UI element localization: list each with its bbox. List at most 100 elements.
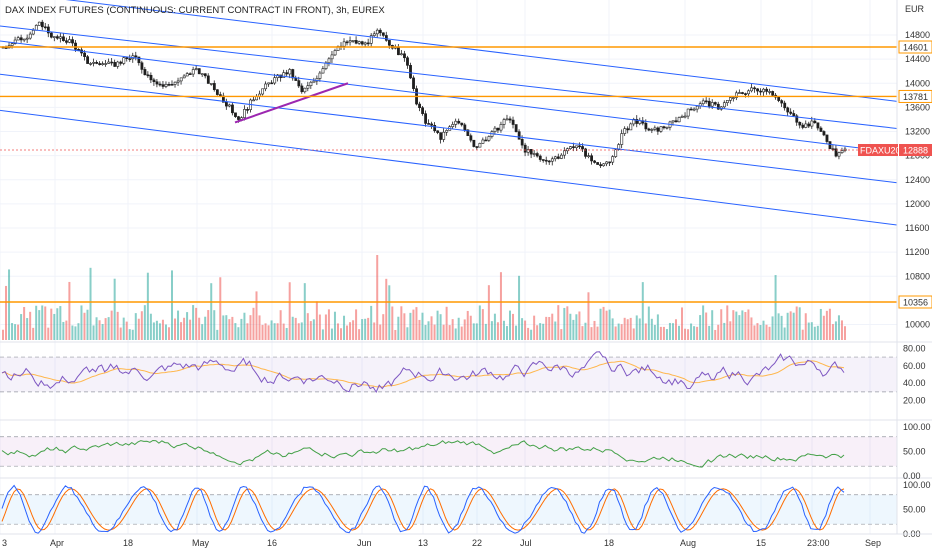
volume-bar <box>74 326 77 340</box>
volume-bar <box>439 314 442 340</box>
volume-bar <box>762 320 765 340</box>
volume-bar <box>249 315 252 340</box>
candle-body <box>22 38 26 41</box>
price-tick-label: 12400 <box>905 175 930 185</box>
volume-bar <box>234 323 237 340</box>
candle-body <box>747 90 750 95</box>
price-candles <box>1 19 847 168</box>
volume-bar <box>566 306 569 340</box>
candle-body <box>487 136 491 141</box>
volume-bar <box>279 310 282 340</box>
volume-bar <box>524 320 527 340</box>
volume-bar <box>14 324 17 340</box>
volume-bar <box>219 277 222 340</box>
volume-bar <box>409 312 412 340</box>
candle-body <box>246 109 249 111</box>
time-tick-label: 18 <box>123 538 133 548</box>
volume-bar <box>445 306 448 340</box>
candle-body <box>735 92 738 98</box>
rsi-line <box>1 351 845 394</box>
volume-bar <box>650 318 653 340</box>
volume-bar <box>687 329 690 340</box>
volume-bar <box>735 311 738 340</box>
candle-body <box>161 84 165 87</box>
candle-body <box>351 40 355 42</box>
volume-bar <box>789 311 792 340</box>
volume-bar <box>146 272 149 340</box>
indicator-band <box>0 494 897 525</box>
volume-bar <box>59 306 62 340</box>
volume-bar <box>843 326 846 340</box>
candle-body <box>665 126 669 129</box>
candle-body <box>502 119 506 125</box>
volume-bar <box>542 323 545 340</box>
volume-bar <box>370 305 373 340</box>
volume-bar <box>596 326 599 340</box>
candle-body <box>831 148 835 151</box>
candle-body <box>484 139 488 142</box>
volume-bar <box>267 325 270 340</box>
volume-bar <box>563 307 566 340</box>
volume-bar <box>300 322 303 340</box>
time-axis[interactable]: 3 Apr 18 May 16 Jun 13 22 Jul 18 Aug 15 23:00 Sep <box>2 538 881 548</box>
volume-bar <box>699 315 702 340</box>
indicator-tick-label: 0.00 <box>903 471 921 481</box>
candle-body <box>466 129 470 136</box>
candle-body <box>31 30 35 35</box>
volume-bar <box>143 305 146 340</box>
candle-body <box>454 120 458 125</box>
volume-bar <box>653 324 656 340</box>
candle-body <box>605 161 609 165</box>
volume-bar <box>674 319 677 340</box>
volume-bar <box>80 305 83 340</box>
volume-bar <box>134 313 137 340</box>
candle-body <box>629 123 633 131</box>
candle-body <box>514 124 518 132</box>
candle-body <box>792 113 796 117</box>
volume-bar <box>451 319 454 340</box>
candle-body <box>28 33 32 39</box>
candle-body <box>656 127 660 132</box>
volume-bar <box>665 329 668 340</box>
volume-bar <box>512 313 515 340</box>
volume-bar <box>584 322 587 340</box>
candle-body <box>460 122 464 126</box>
volume-bar <box>376 255 379 340</box>
candle-body <box>816 122 820 129</box>
volume-bar <box>137 318 140 340</box>
volume-bar <box>472 323 475 340</box>
indicator-tick-label: 50.00 <box>903 446 926 456</box>
volume-bar <box>174 318 177 340</box>
price-tick-label: 14000 <box>905 78 930 88</box>
time-tick-label: 3 <box>2 538 7 548</box>
candle-body <box>445 130 449 133</box>
candle-body <box>469 135 473 141</box>
volume-bar <box>225 315 228 340</box>
candle-body <box>113 62 117 67</box>
stochastic-k-line <box>1 484 845 534</box>
volume-bar <box>309 321 312 340</box>
volume-bar <box>554 321 557 340</box>
volume-bar <box>131 329 134 340</box>
volume-bar <box>499 272 502 340</box>
volume-bar <box>140 311 143 340</box>
candle-body <box>801 124 805 128</box>
volume-bar <box>340 328 342 340</box>
volume-bar <box>481 309 484 340</box>
volume-bar <box>834 321 837 340</box>
volume-bar <box>765 324 768 340</box>
volume-bar <box>358 329 361 340</box>
volume-bar <box>711 310 714 340</box>
candle-body <box>596 162 600 165</box>
candle-body <box>264 83 268 90</box>
price-tick-label: 14400 <box>905 54 930 64</box>
time-tick-label: Jun <box>357 538 372 548</box>
candle-body <box>575 145 578 149</box>
candle-body <box>56 36 59 39</box>
candle-body <box>569 146 572 149</box>
price-tick-label: 13200 <box>905 127 930 137</box>
price-tick-label: 11200 <box>905 247 929 257</box>
volume-bar <box>729 321 732 340</box>
volume-bar <box>285 327 288 340</box>
